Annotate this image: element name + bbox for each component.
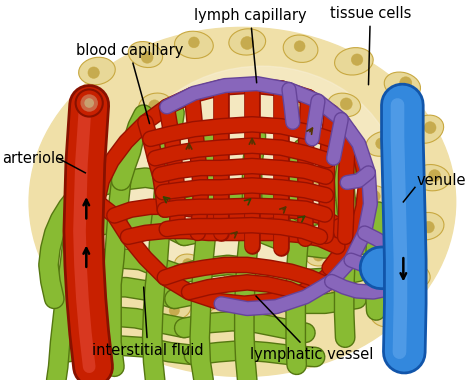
Ellipse shape — [366, 131, 400, 156]
Text: lymph capillary: lymph capillary — [194, 8, 307, 83]
Circle shape — [429, 170, 440, 181]
Circle shape — [182, 258, 193, 269]
Circle shape — [283, 285, 296, 298]
Ellipse shape — [283, 35, 318, 63]
Ellipse shape — [285, 104, 316, 126]
Circle shape — [76, 89, 103, 117]
Circle shape — [141, 51, 153, 63]
Ellipse shape — [222, 259, 253, 281]
Ellipse shape — [255, 302, 288, 325]
Circle shape — [376, 138, 387, 149]
Ellipse shape — [158, 297, 191, 320]
Circle shape — [423, 221, 434, 233]
Ellipse shape — [394, 262, 430, 288]
Text: arteriole: arteriole — [2, 151, 64, 166]
Ellipse shape — [335, 48, 373, 75]
Circle shape — [351, 54, 363, 65]
Ellipse shape — [79, 57, 115, 85]
Ellipse shape — [341, 236, 376, 261]
Ellipse shape — [126, 66, 398, 299]
Text: interstitial fluid: interstitial fluid — [92, 287, 204, 358]
Circle shape — [404, 269, 415, 280]
Circle shape — [400, 77, 412, 89]
Ellipse shape — [409, 212, 444, 240]
Ellipse shape — [328, 93, 361, 117]
Text: blood capillary: blood capillary — [76, 43, 183, 124]
Circle shape — [230, 263, 243, 276]
Ellipse shape — [357, 185, 390, 209]
Circle shape — [84, 98, 94, 108]
Ellipse shape — [384, 72, 420, 99]
Ellipse shape — [128, 41, 163, 68]
Ellipse shape — [271, 278, 301, 300]
Ellipse shape — [174, 31, 213, 58]
Circle shape — [340, 98, 352, 110]
Ellipse shape — [413, 164, 450, 191]
Ellipse shape — [139, 93, 172, 117]
Circle shape — [424, 122, 436, 134]
Ellipse shape — [329, 201, 360, 222]
Circle shape — [369, 190, 380, 202]
Circle shape — [189, 37, 199, 48]
Ellipse shape — [410, 115, 444, 143]
Ellipse shape — [208, 307, 238, 329]
Text: tissue cells: tissue cells — [329, 6, 411, 85]
Circle shape — [354, 241, 367, 255]
Ellipse shape — [323, 277, 356, 301]
Circle shape — [343, 208, 353, 218]
Circle shape — [88, 67, 100, 78]
Text: lymphatic vessel: lymphatic vessel — [250, 296, 374, 362]
Circle shape — [313, 250, 324, 261]
Text: venule: venule — [417, 173, 466, 188]
Ellipse shape — [229, 29, 265, 55]
Ellipse shape — [305, 162, 335, 184]
Circle shape — [169, 305, 179, 316]
Circle shape — [81, 94, 98, 112]
Circle shape — [294, 41, 305, 51]
Circle shape — [331, 285, 343, 296]
Circle shape — [295, 107, 305, 117]
Ellipse shape — [370, 300, 405, 327]
Circle shape — [315, 167, 328, 179]
Ellipse shape — [29, 27, 456, 376]
Circle shape — [241, 36, 254, 50]
Circle shape — [381, 306, 394, 319]
Circle shape — [266, 306, 277, 317]
Circle shape — [149, 100, 160, 112]
Circle shape — [215, 312, 228, 324]
Ellipse shape — [305, 245, 335, 266]
Ellipse shape — [174, 254, 203, 276]
